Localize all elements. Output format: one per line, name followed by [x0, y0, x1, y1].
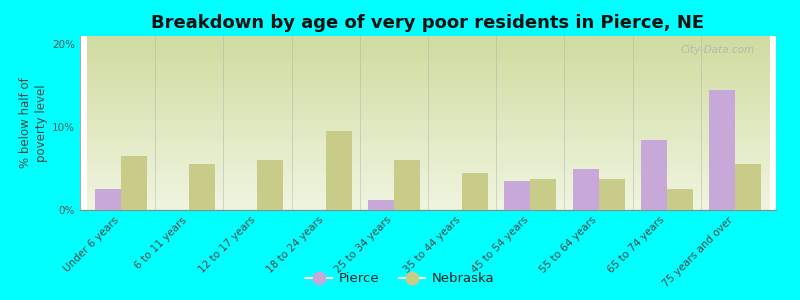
Bar — [709, 90, 735, 210]
Bar — [368, 200, 394, 210]
Bar — [326, 131, 351, 210]
Title: Breakdown by age of very poor residents in Pierce, NE: Breakdown by age of very poor residents … — [151, 14, 705, 32]
Bar — [735, 164, 761, 210]
Text: City-Data.com: City-Data.com — [681, 45, 755, 55]
Bar — [189, 164, 215, 210]
Y-axis label: % below half of
poverty level: % below half of poverty level — [19, 78, 48, 168]
Bar — [598, 178, 625, 210]
Bar — [530, 178, 556, 210]
Bar — [667, 189, 693, 210]
Bar — [641, 140, 667, 210]
Bar — [258, 160, 283, 210]
Legend: Pierce, Nebraska: Pierce, Nebraska — [300, 267, 500, 290]
Bar — [505, 181, 530, 210]
Bar — [573, 169, 598, 210]
Bar — [394, 160, 420, 210]
Bar — [462, 173, 488, 210]
Bar — [95, 189, 121, 210]
Bar — [121, 156, 147, 210]
